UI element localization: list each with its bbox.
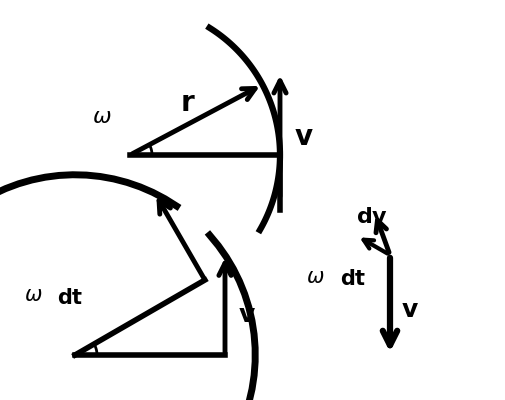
Text: $\mathbf{v}$: $\mathbf{v}$ [238, 303, 256, 327]
Text: $\omega$: $\omega$ [24, 285, 42, 305]
Text: $\mathbf{dt}$: $\mathbf{dt}$ [57, 288, 83, 308]
Text: $\omega$: $\omega$ [92, 107, 112, 127]
Text: $\mathbf{dt}$: $\mathbf{dt}$ [340, 269, 367, 289]
Text: $\mathbf{dv}$: $\mathbf{dv}$ [356, 207, 388, 227]
Text: $\mathbf{r}$: $\mathbf{r}$ [180, 89, 196, 117]
Text: $\mathbf{v}$: $\mathbf{v}$ [294, 123, 314, 151]
Text: $\omega$: $\omega$ [306, 267, 324, 287]
Text: $\mathbf{v}$: $\mathbf{v}$ [401, 298, 419, 322]
